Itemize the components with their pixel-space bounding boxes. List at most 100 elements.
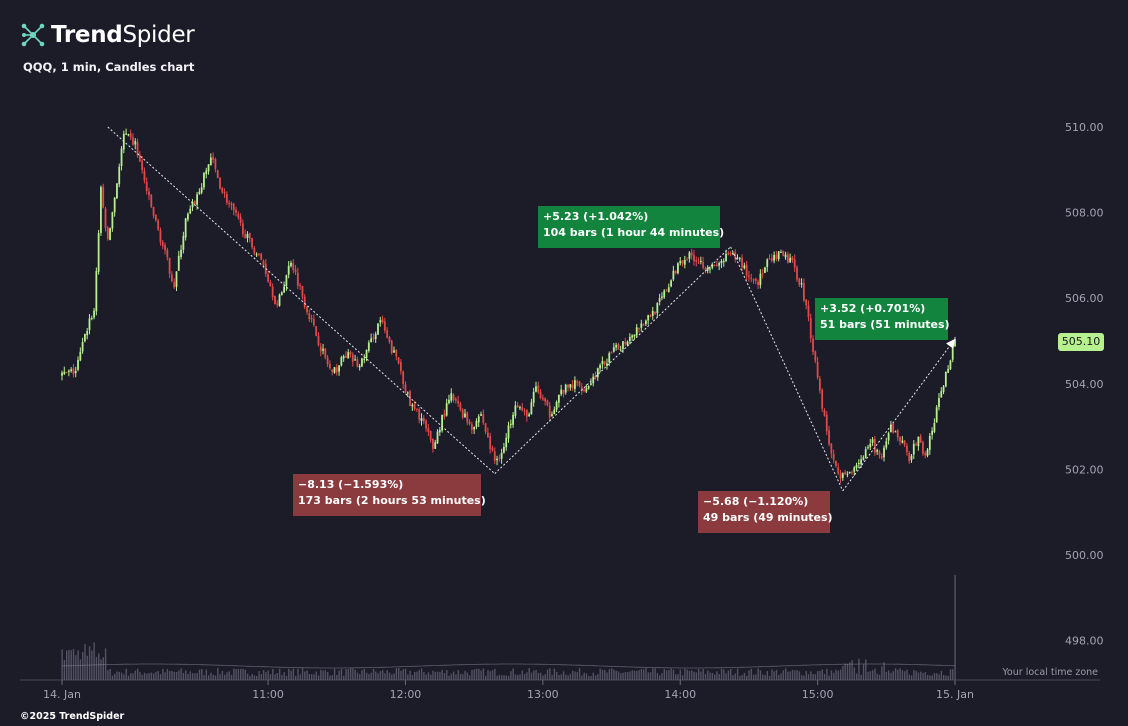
- volume-bar: [853, 667, 856, 680]
- volume-bar: [331, 675, 333, 680]
- candle-body: [899, 436, 901, 442]
- volume-bar: [752, 674, 755, 680]
- volume-bar: [72, 649, 75, 680]
- measure-annotation-1[interactable]: −8.13 (−1.593%) 173 bars (2 hours 53 min…: [293, 474, 486, 516]
- volume-bar: [764, 675, 766, 680]
- volume-bar: [659, 675, 661, 680]
- volume-bar: [924, 672, 927, 680]
- candle-body: [399, 362, 402, 372]
- candle-body: [869, 443, 872, 448]
- volume-bar: [613, 669, 615, 680]
- candle-body: [310, 318, 313, 320]
- candle-body: [922, 442, 924, 454]
- candle-body: [649, 315, 652, 317]
- volume-bar: [713, 674, 716, 680]
- candle-body: [880, 456, 883, 459]
- volume-bar: [839, 669, 842, 680]
- candle-body: [944, 371, 947, 387]
- volume-bar: [601, 669, 604, 680]
- volume-bar: [604, 669, 606, 680]
- volume-bar: [471, 669, 473, 680]
- volume-bar: [397, 668, 400, 680]
- volume-bar: [242, 668, 244, 680]
- candle-body: [722, 260, 725, 262]
- volume-bar: [182, 672, 185, 680]
- volume-bar: [800, 675, 803, 680]
- y-tick-label: 502.00: [1065, 463, 1104, 476]
- candle-body: [383, 321, 386, 331]
- measure-annotation-2[interactable]: +5.23 (+1.042%) 104 bars (1 hour 44 minu…: [538, 206, 724, 248]
- measure-annotation-4-duration: 51 bars (51 minutes): [820, 318, 950, 331]
- candle-body: [569, 384, 572, 388]
- volume-bar: [86, 655, 88, 680]
- volume-bar: [539, 672, 542, 680]
- candle-body: [97, 233, 100, 272]
- volume-bar: [452, 671, 455, 680]
- candle-body: [853, 467, 856, 472]
- volume-bar: [265, 672, 267, 680]
- volume-bar: [869, 671, 872, 680]
- volume-bar: [675, 674, 677, 680]
- volume-bar: [507, 675, 510, 680]
- volume-bar: [642, 669, 645, 680]
- candle-body: [892, 423, 895, 433]
- volume-bar: [315, 671, 317, 680]
- volume-bar: [462, 674, 464, 680]
- volume-bar: [418, 669, 420, 680]
- volume-bar: [620, 673, 622, 680]
- measure-annotation-3[interactable]: −5.68 (−1.120%) 49 bars (49 minutes): [698, 491, 833, 533]
- candle-body: [713, 264, 716, 266]
- candle-body: [356, 359, 359, 367]
- volume-bar: [894, 668, 897, 680]
- y-tick-label: 506.00: [1065, 292, 1104, 305]
- candle-body: [434, 442, 437, 449]
- candle-body: [370, 338, 373, 343]
- volume-bar: [597, 674, 599, 680]
- candle-body: [319, 346, 322, 352]
- candle-body: [864, 449, 867, 458]
- volume-bar: [306, 670, 308, 680]
- candle-body: [438, 429, 441, 433]
- volume-bar: [283, 672, 285, 680]
- volume-bar: [622, 672, 624, 680]
- volume-bar: [118, 671, 121, 680]
- candle-body: [367, 342, 370, 351]
- candle-body: [727, 253, 730, 255]
- volume-bar: [162, 668, 164, 680]
- volume-bar: [407, 674, 409, 680]
- candle-body: [816, 361, 819, 378]
- candle-body: [329, 364, 331, 369]
- volume-bar: [881, 666, 883, 680]
- candle-body: [386, 330, 389, 338]
- candle-body: [278, 294, 281, 306]
- volume-bar: [681, 675, 684, 680]
- candle-body: [715, 264, 718, 266]
- candle-body: [374, 333, 377, 340]
- candle-body: [926, 449, 929, 456]
- measure-annotation-4[interactable]: +3.52 (+0.701%) 51 bars (51 minutes): [815, 298, 950, 340]
- candle-body: [546, 400, 549, 406]
- candle-body: [748, 275, 750, 277]
- volume-bar: [908, 674, 911, 680]
- candle-body: [134, 141, 137, 145]
- candle-body: [580, 386, 583, 391]
- timezone-label[interactable]: Your local time zone: [1002, 667, 1098, 678]
- candle-body: [182, 236, 185, 250]
- volume-bar: [191, 673, 194, 680]
- candle-body: [551, 413, 553, 417]
- candle-body: [883, 447, 885, 458]
- y-tick-label: 508.00: [1065, 207, 1104, 220]
- candle-body: [196, 194, 198, 205]
- volume-bar: [285, 675, 288, 680]
- volume-bar: [93, 642, 95, 680]
- volume-bar: [82, 652, 84, 680]
- candle-body: [418, 409, 421, 420]
- candle-body: [775, 254, 778, 260]
- candle-body: [100, 187, 102, 233]
- candle-body: [209, 157, 212, 166]
- volume-bar: [949, 669, 952, 680]
- candle-body: [63, 371, 66, 374]
- candle-body: [470, 424, 473, 431]
- volume-bar: [448, 675, 450, 680]
